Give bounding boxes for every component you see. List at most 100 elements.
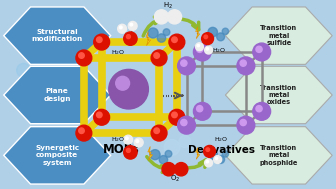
Text: MOFs: MOFs <box>103 143 140 156</box>
Circle shape <box>174 163 188 176</box>
Text: Structural
modification: Structural modification <box>32 29 83 42</box>
Circle shape <box>150 150 160 160</box>
Circle shape <box>79 128 84 133</box>
Polygon shape <box>146 32 151 46</box>
Circle shape <box>165 150 172 157</box>
Circle shape <box>256 46 262 52</box>
Circle shape <box>206 48 209 50</box>
Circle shape <box>205 46 213 54</box>
Circle shape <box>181 119 187 126</box>
Circle shape <box>256 105 262 112</box>
Circle shape <box>178 116 196 134</box>
Circle shape <box>172 37 177 43</box>
Circle shape <box>181 60 187 66</box>
Circle shape <box>215 157 218 160</box>
Circle shape <box>17 63 31 77</box>
Circle shape <box>208 27 217 37</box>
Circle shape <box>79 53 84 58</box>
Circle shape <box>237 116 255 134</box>
Circle shape <box>205 159 212 167</box>
Circle shape <box>172 112 177 118</box>
Circle shape <box>208 150 217 160</box>
Text: Transition
metal
phosphide: Transition metal phosphide <box>260 145 298 166</box>
Circle shape <box>155 10 169 24</box>
Text: Transition
metal
sulfide: Transition metal sulfide <box>260 25 297 46</box>
Polygon shape <box>225 127 332 184</box>
Text: O$_2$: O$_2$ <box>170 174 180 184</box>
Text: Transition
metal
oxides: Transition metal oxides <box>260 85 297 105</box>
Text: H$_2$O: H$_2$O <box>112 135 126 144</box>
Circle shape <box>157 34 166 42</box>
Circle shape <box>136 140 139 143</box>
Circle shape <box>179 136 191 147</box>
Circle shape <box>94 109 110 125</box>
Circle shape <box>164 139 180 155</box>
Circle shape <box>125 137 128 140</box>
Circle shape <box>253 102 270 120</box>
Circle shape <box>128 22 137 30</box>
Circle shape <box>148 28 158 38</box>
Circle shape <box>285 128 293 136</box>
Circle shape <box>214 156 222 163</box>
Circle shape <box>206 160 209 163</box>
Circle shape <box>151 125 167 141</box>
Circle shape <box>279 110 289 120</box>
Circle shape <box>253 43 270 61</box>
Polygon shape <box>4 66 111 124</box>
Circle shape <box>217 156 224 163</box>
Circle shape <box>124 146 137 159</box>
Polygon shape <box>196 147 200 159</box>
Circle shape <box>202 33 213 45</box>
Circle shape <box>126 35 130 39</box>
Circle shape <box>118 24 127 33</box>
Text: H$_2$O: H$_2$O <box>212 46 226 55</box>
Circle shape <box>124 135 133 144</box>
Circle shape <box>169 109 185 125</box>
Circle shape <box>151 50 167 66</box>
Circle shape <box>194 43 211 61</box>
Circle shape <box>94 34 110 50</box>
Circle shape <box>163 29 170 36</box>
Text: H$_2$O: H$_2$O <box>214 135 228 144</box>
Circle shape <box>130 23 133 26</box>
Circle shape <box>109 69 149 109</box>
Circle shape <box>162 163 175 176</box>
Circle shape <box>134 138 143 147</box>
Circle shape <box>96 37 102 43</box>
Circle shape <box>96 112 102 118</box>
Circle shape <box>222 151 228 157</box>
Circle shape <box>76 125 92 141</box>
Circle shape <box>204 35 208 39</box>
Circle shape <box>167 10 181 24</box>
Circle shape <box>204 146 215 157</box>
Circle shape <box>240 119 246 126</box>
Circle shape <box>222 28 228 34</box>
Circle shape <box>116 76 130 90</box>
Text: H$_2$O: H$_2$O <box>112 48 126 57</box>
Text: Derivatives: Derivatives <box>187 145 255 155</box>
Polygon shape <box>225 7 332 64</box>
Circle shape <box>206 148 210 151</box>
Polygon shape <box>225 66 332 124</box>
Circle shape <box>197 44 200 47</box>
Circle shape <box>154 53 160 58</box>
Circle shape <box>178 57 196 75</box>
Circle shape <box>23 106 31 114</box>
Circle shape <box>119 26 122 29</box>
Polygon shape <box>148 146 153 160</box>
Polygon shape <box>196 27 200 39</box>
Text: H$_2$: H$_2$ <box>163 1 173 11</box>
Polygon shape <box>4 7 111 64</box>
Circle shape <box>154 128 160 133</box>
Circle shape <box>15 85 25 95</box>
Circle shape <box>76 50 92 66</box>
Text: Synergetic
composite
system: Synergetic composite system <box>35 145 79 166</box>
Circle shape <box>126 148 130 152</box>
Polygon shape <box>4 127 111 184</box>
Circle shape <box>197 105 203 112</box>
Circle shape <box>197 46 203 52</box>
Circle shape <box>196 43 203 51</box>
Circle shape <box>194 102 211 120</box>
Circle shape <box>237 57 255 75</box>
Text: Plane
design: Plane design <box>43 88 71 102</box>
